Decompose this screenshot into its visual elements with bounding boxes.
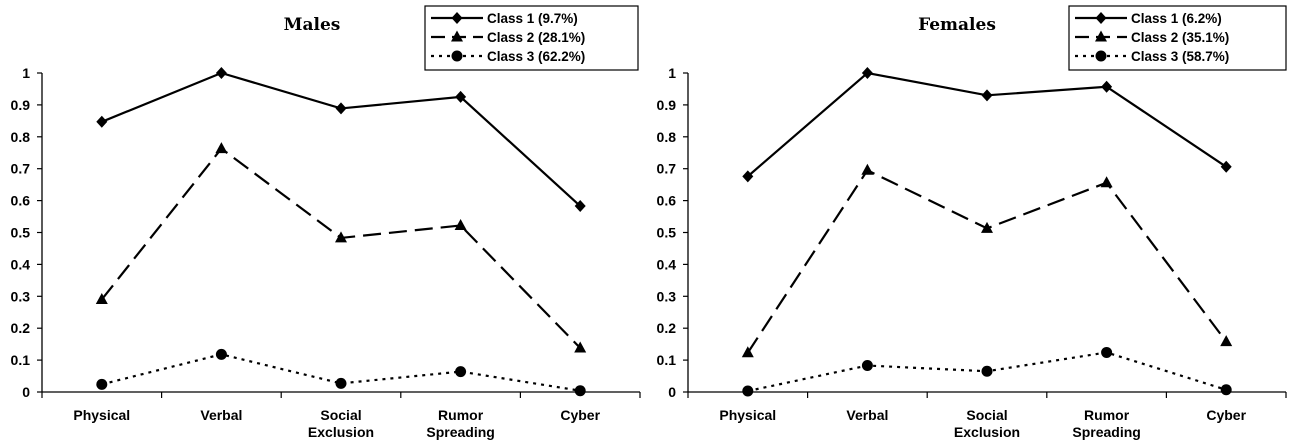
series-line-class-1	[101, 71, 581, 207]
data-point-class-1	[574, 200, 586, 213]
y-tick-label: 0.1	[11, 352, 31, 368]
y-tick-label: 0.4	[11, 256, 31, 272]
series-line-class-2	[100, 147, 581, 349]
x-tick-label: Social Exclusion	[954, 407, 1020, 440]
data-point-class-1	[861, 67, 873, 79]
data-point-class-1	[1220, 160, 1232, 173]
data-point-class-2	[454, 218, 467, 230]
y-tick-label: 0	[22, 384, 30, 400]
legend-label: Class 3 (58.7%)	[1131, 49, 1229, 64]
data-point-class-3	[1220, 384, 1232, 396]
data-point-class-3	[1101, 346, 1113, 358]
data-point-class-2	[741, 346, 754, 358]
data-point-class-1	[981, 89, 993, 102]
y-tick-label: 0.1	[657, 352, 677, 368]
y-tick-label: 0.8	[11, 129, 31, 145]
data-point-class-2	[1100, 176, 1113, 188]
y-tick-label: 0.8	[657, 129, 677, 145]
x-tick-label: Cyber	[560, 407, 600, 423]
y-tick-label: 0.2	[11, 320, 31, 336]
data-point-class-3	[861, 360, 873, 372]
series-line-class-2	[746, 168, 1228, 354]
data-point-class-2	[861, 163, 874, 175]
y-tick-label: 0.6	[657, 193, 677, 209]
legend-label: Class 1 (9.7%)	[487, 11, 578, 26]
series-line-class-3	[101, 353, 581, 392]
legend-label: Class 2 (28.1%)	[487, 30, 585, 45]
data-point-class-3	[335, 377, 347, 389]
legend-marker-class-2	[451, 30, 463, 42]
males-chart-panel: Males 0 0.1 0.2 0.3 0.4 0.5 0.6 0.7 0.8 0.9 1 Physic…	[11, 5, 641, 440]
legend-marker-class-3	[1095, 50, 1107, 62]
data-point-class-1	[96, 115, 108, 128]
data-point-class-2	[574, 341, 587, 353]
legend-label: Class 3 (62.2%)	[487, 49, 585, 64]
data-point-class-1	[455, 90, 467, 103]
data-point-class-1	[215, 67, 227, 79]
data-point-class-3	[742, 385, 754, 397]
chart-title: Females	[918, 15, 996, 35]
x-tick-label: Verbal	[200, 407, 242, 423]
y-tick-label: 0.5	[657, 225, 677, 241]
x-tick-label: Rumor Spreading	[426, 407, 494, 440]
legend-label: Class 2 (35.1%)	[1131, 30, 1229, 45]
x-tick-label: Social Exclusion	[308, 407, 374, 440]
legend-marker-class-2	[1095, 30, 1107, 42]
y-tick-label: 0.9	[11, 97, 31, 113]
data-point-class-3	[574, 385, 586, 397]
data-point-class-1	[742, 170, 754, 183]
y-tick-label: 0.6	[11, 193, 31, 209]
x-tick-label: Physical	[73, 407, 130, 423]
y-tick-label: 0	[668, 384, 676, 400]
data-point-class-3	[981, 365, 993, 377]
y-tick-label: 1	[668, 65, 676, 81]
data-point-class-2	[335, 231, 347, 243]
series-line-class-1	[747, 71, 1227, 178]
legend-label: Class 1 (6.2%)	[1131, 11, 1222, 26]
y-tick-label: 0.4	[657, 256, 677, 272]
y-tick-label: 0.9	[657, 97, 677, 113]
x-tick-label: Physical	[719, 407, 776, 423]
data-point-class-3	[215, 348, 227, 360]
data-point-class-1	[1101, 80, 1113, 93]
x-tick-label: Cyber	[1206, 407, 1246, 423]
y-tick-label: 0.7	[657, 161, 677, 177]
chart-title: Males	[284, 15, 341, 35]
legend-marker-class-3	[451, 50, 463, 62]
y-tick-label: 1	[22, 65, 30, 81]
data-point-class-1	[335, 102, 347, 115]
y-tick-label: 0.5	[11, 225, 31, 241]
y-tick-label: 0.2	[657, 320, 677, 336]
legend-marker-class-1	[451, 12, 463, 24]
data-point-class-2	[95, 292, 108, 304]
data-point-class-3	[455, 366, 467, 378]
legend-marker-class-1	[1095, 12, 1107, 24]
y-tick-label: 0.3	[11, 288, 31, 304]
data-point-class-2	[1220, 335, 1233, 347]
females-chart-panel: Females 0 0.1 0.2 0.3 0.4 0.5 0.6 0.7 0.8 0.9 1 Phys…	[657, 5, 1287, 440]
data-point-class-3	[96, 378, 108, 390]
x-tick-label: Verbal	[846, 407, 888, 423]
x-tick-label: Rumor Spreading	[1072, 407, 1140, 440]
y-tick-label: 0.7	[11, 161, 31, 177]
data-point-class-2	[215, 142, 228, 154]
data-point-class-2	[981, 221, 993, 233]
y-tick-label: 0.3	[657, 288, 677, 304]
